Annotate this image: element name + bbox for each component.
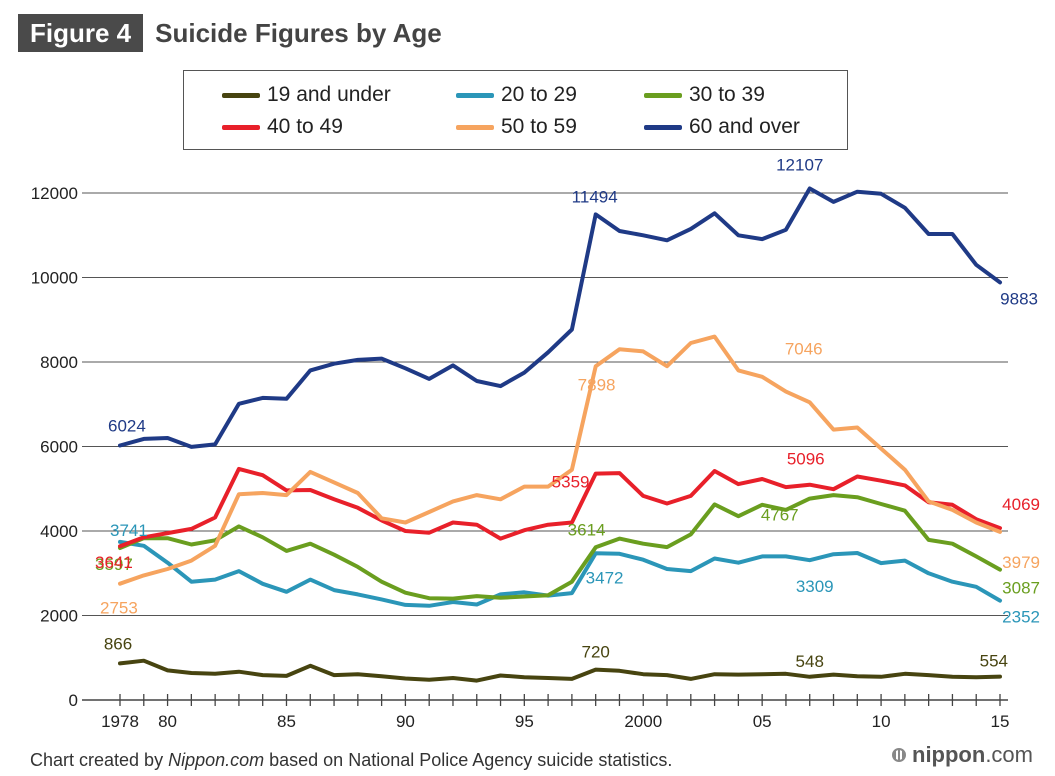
- data-label: 7898: [578, 375, 616, 394]
- legend-swatch: [456, 92, 494, 98]
- x-tick-label: 90: [396, 712, 415, 731]
- data-label: 3741: [110, 521, 148, 540]
- chart-title: Suicide Figures by Age: [155, 17, 442, 48]
- series-line: [118, 493, 1002, 601]
- legend-item-60-and-over: 60 and over: [644, 115, 800, 139]
- brand-dot-icon: [892, 748, 906, 762]
- legend-label: 30 to 39: [689, 83, 765, 106]
- legend-label: 40 to 49: [267, 115, 343, 138]
- data-label: 5359: [552, 473, 590, 492]
- legend-label: 19 and under: [267, 83, 391, 106]
- legend-label: 60 and over: [689, 115, 800, 138]
- series-line: [118, 334, 1002, 586]
- y-tick-label: 2000: [40, 607, 78, 626]
- data-label: 11494: [572, 187, 618, 206]
- legend-swatch: [222, 92, 260, 98]
- footer-suffix: based on National Police Agency suicide …: [264, 750, 673, 770]
- data-label: 4069: [1002, 495, 1040, 514]
- data-label: 12107: [776, 155, 823, 174]
- data-label: 3472: [586, 568, 624, 587]
- legend-swatch: [456, 124, 494, 130]
- brand-name: nippon: [912, 742, 986, 767]
- data-label: 7046: [785, 339, 823, 358]
- footer-source: Nippon.com: [168, 750, 265, 770]
- legend-item-50-to-59: 50 to 59: [456, 115, 577, 139]
- x-tick-label: 2000: [624, 712, 662, 731]
- data-label: 9883: [1000, 289, 1038, 308]
- legend-label: 20 to 29: [501, 83, 577, 106]
- x-tick-label: 85: [277, 712, 296, 731]
- series-line: [118, 466, 1002, 549]
- series-line: [118, 539, 1002, 608]
- y-tick-label: 10000: [31, 269, 78, 288]
- chart-legend: 19 and under 20 to 29 30 to 39 40 to 49 …: [183, 70, 848, 150]
- y-tick-label: 12000: [31, 184, 78, 203]
- series-line: [118, 186, 1002, 449]
- data-label: 2352: [1002, 608, 1040, 627]
- data-label: 720: [581, 643, 609, 662]
- x-tick-label: 05: [753, 712, 772, 731]
- y-tick-label: 8000: [40, 353, 78, 372]
- x-tick-label: 95: [515, 712, 534, 731]
- data-label: 866: [104, 634, 132, 653]
- data-label: 548: [796, 652, 824, 671]
- x-tick-label: 10: [872, 712, 891, 731]
- footer-note: Chart created by Nippon.com based on Nat…: [30, 750, 672, 771]
- data-label: 3309: [796, 577, 834, 596]
- legend-swatch: [644, 92, 682, 98]
- legend-swatch: [222, 124, 260, 130]
- figure-header: Figure 4 Suicide Figures by Age: [18, 14, 442, 52]
- x-tick-label: 80: [158, 712, 177, 731]
- x-tick-label: 1978: [101, 712, 139, 731]
- data-label: 3641: [95, 553, 133, 572]
- legend-item-30-to-39: 30 to 39: [644, 83, 765, 107]
- data-label: 3597: [95, 555, 133, 574]
- series-line: [118, 658, 1002, 683]
- legend-item-40-to-49: 40 to 49: [222, 115, 343, 139]
- brand-logo: nippon .com: [892, 742, 1033, 768]
- y-tick-label: 4000: [40, 522, 78, 541]
- figure-tag: Figure 4: [18, 14, 144, 52]
- data-label: 3979: [1002, 553, 1040, 572]
- legend-label: 50 to 59: [501, 115, 577, 138]
- data-label: 4767: [761, 506, 799, 525]
- legend-swatch: [644, 124, 682, 130]
- y-tick-label: 0: [69, 691, 78, 710]
- footer-prefix: Chart created by: [30, 750, 169, 770]
- y-tick-label: 6000: [40, 438, 78, 457]
- data-label: 3087: [1002, 579, 1040, 598]
- data-label: 3614: [568, 520, 606, 539]
- x-tick-label: 15: [991, 712, 1010, 731]
- data-label: 554: [980, 652, 1008, 671]
- data-label: 5096: [787, 450, 825, 469]
- legend-item-20-to-29: 20 to 29: [456, 83, 577, 107]
- data-label: 6024: [108, 416, 146, 435]
- data-label: 2753: [100, 599, 138, 618]
- legend-item-19-and-under: 19 and under: [222, 83, 391, 107]
- brand-suffix: .com: [985, 742, 1033, 767]
